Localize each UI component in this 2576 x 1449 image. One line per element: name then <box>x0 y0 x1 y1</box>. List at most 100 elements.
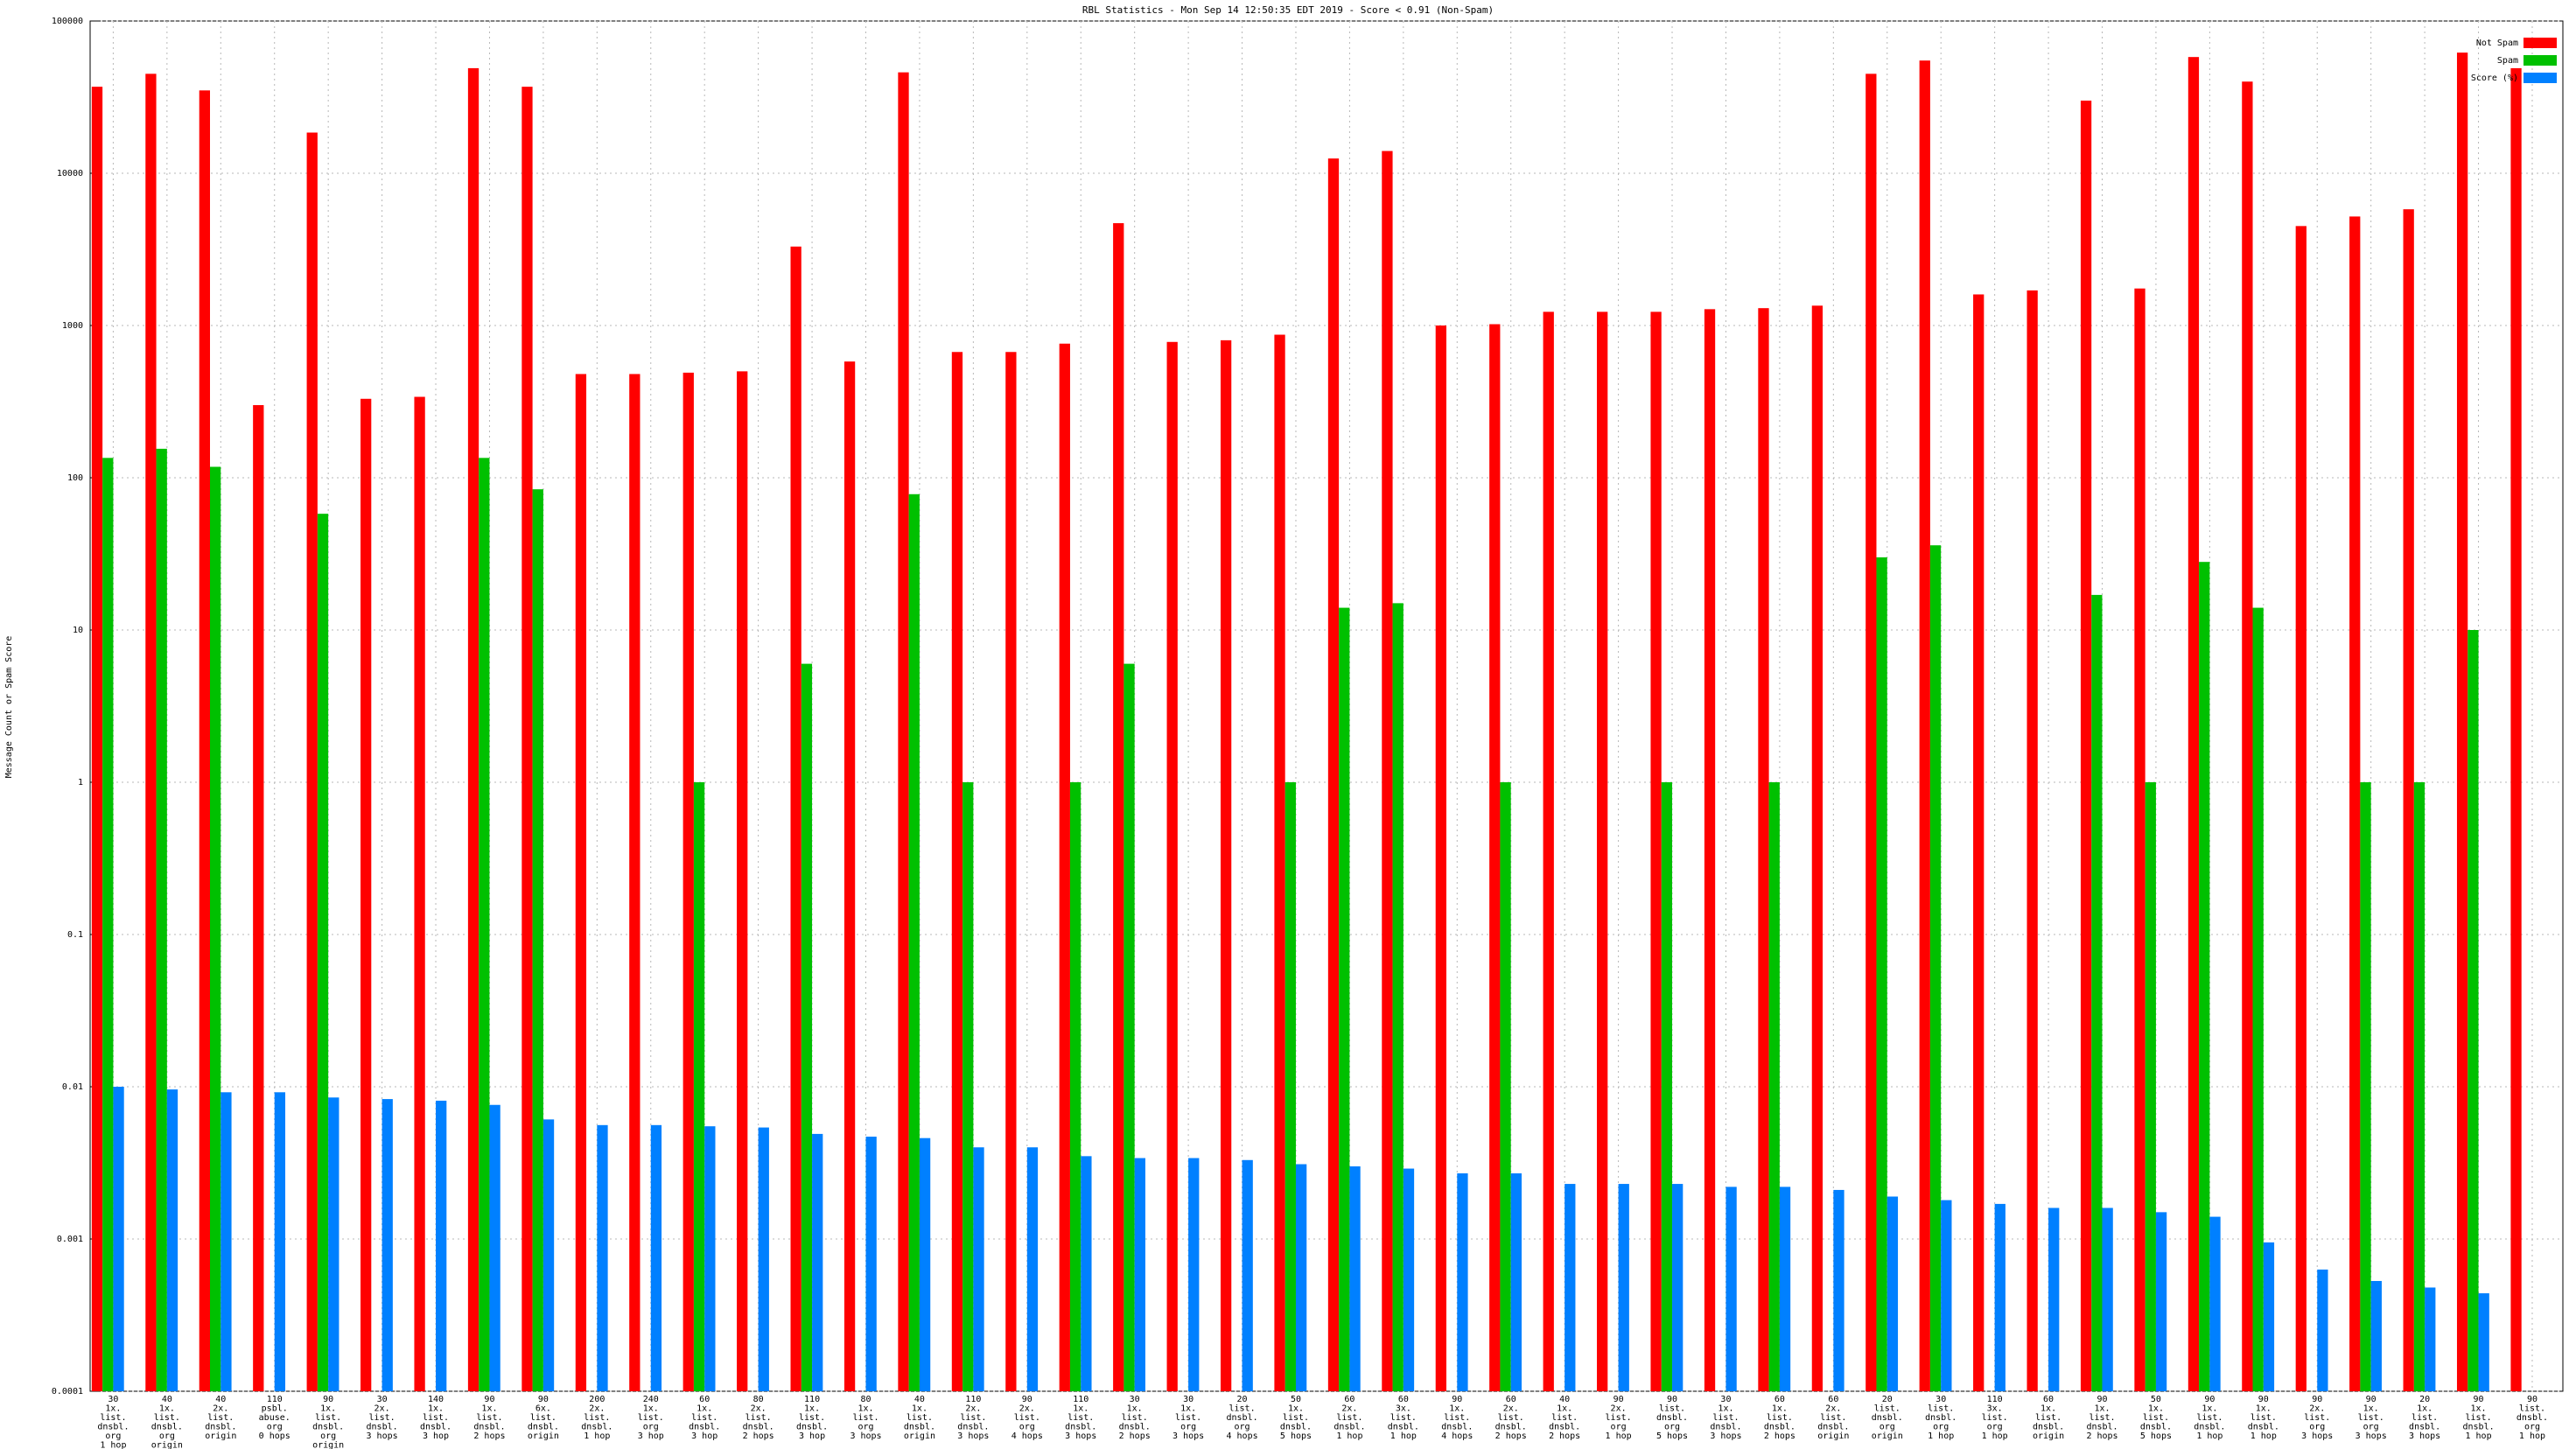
bar <box>1403 1168 1415 1391</box>
x-tick-label-line: 1x. <box>1557 1404 1572 1414</box>
bar <box>737 371 748 1392</box>
bar <box>1220 340 1232 1392</box>
bar <box>597 1124 608 1391</box>
x-tick-label-line: 1 hop <box>2196 1432 2222 1441</box>
bar <box>1134 1158 1145 1391</box>
x-tick-label-line: 60 <box>1774 1395 1785 1404</box>
x-tick-label: 40 1x. list. dnsbl. 2 hops <box>1549 1395 1580 1441</box>
bar <box>2242 81 2253 1391</box>
x-tick-label-line: list. <box>1928 1404 1954 1414</box>
x-tick-label-line: 90 <box>323 1395 333 1404</box>
bar <box>1113 223 1124 1392</box>
bar <box>650 1124 662 1391</box>
x-tick-label-line: dnsbl. <box>2140 1423 2172 1432</box>
x-tick-label-line: 2x. <box>589 1404 605 1414</box>
bar <box>2026 290 2038 1392</box>
bar <box>629 374 640 1392</box>
x-tick-label-line: 90 <box>1452 1395 1462 1404</box>
bar <box>166 1089 178 1391</box>
x-tick-label-line: list. <box>746 1413 772 1423</box>
x-tick-label-line: origin <box>205 1432 236 1441</box>
x-tick-label-line: dnsbl. <box>1119 1423 1151 1432</box>
bar <box>693 782 705 1391</box>
x-tick-label-line: list. <box>1659 1404 1685 1414</box>
x-tick-label-line: 40 <box>914 1395 925 1404</box>
x-tick-label-line: dnsbl. <box>1334 1423 1365 1432</box>
bar <box>414 396 425 1391</box>
x-tick-label: 80 2x. list. dnsbl. 2 hops <box>743 1395 774 1441</box>
x-tick-label: 90 1x. list. dnsbl. 1 hop <box>2194 1395 2225 1441</box>
x-tick-label-line: 110 <box>1073 1395 1088 1404</box>
bar <box>145 74 157 1391</box>
x-tick-label: 50 1x. list. dnsbl. 5 hops <box>1280 1395 1312 1441</box>
bar <box>1876 556 1887 1391</box>
bar <box>1392 603 1404 1391</box>
x-tick-label-line: dnsbl. <box>2248 1423 2279 1432</box>
x-tick-label-line: origin <box>904 1432 935 1441</box>
x-tick-label-line: 1x. <box>320 1404 336 1414</box>
x-tick-label-line: 2x. <box>213 1404 228 1414</box>
x-tick-label-line: 1x. <box>2256 1404 2272 1414</box>
bar <box>1457 1172 1468 1391</box>
x-tick-label-line: 60 <box>1828 1395 1838 1404</box>
x-tick-label: 90 list. dnsbl. org 1 hop <box>2516 1395 2548 1441</box>
bar <box>328 1097 340 1391</box>
x-tick-label-line: list. <box>1390 1413 1417 1423</box>
x-tick-label-line: list. <box>638 1413 664 1423</box>
bar <box>467 67 480 1391</box>
x-tick-label-line: 1x. <box>105 1404 121 1414</box>
x-tick-label: 60 2x. list. dnsbl. 1 hop <box>1334 1395 1365 1441</box>
x-tick-label-line: list. <box>1820 1413 1846 1423</box>
x-tick-label-line: dnsbl. <box>205 1423 236 1432</box>
bar <box>865 1137 877 1391</box>
x-tick-label-line: 1x. <box>1073 1404 1088 1414</box>
x-tick-label-line: 30 <box>1720 1395 1731 1404</box>
x-tick-label-line: 1 hop <box>100 1441 126 1449</box>
x-tick-label-line: 30 <box>377 1395 388 1404</box>
x-tick-label-line: 30 <box>1183 1395 1194 1404</box>
bar <box>682 372 694 1391</box>
bar <box>1284 782 1296 1391</box>
bar <box>1349 1166 1361 1391</box>
x-tick-label: 90 1x. list. dnsbl. 4 hops <box>1441 1395 1473 1441</box>
x-tick-label-line: dnsbl. <box>1817 1423 1849 1432</box>
bar <box>1500 782 1511 1391</box>
bar <box>2413 782 2426 1391</box>
x-tick-label-line: list. <box>906 1413 933 1423</box>
x-tick-label: 30 2x. list. dnsbl. 3 hops <box>367 1395 398 1441</box>
x-tick-label-line: origin <box>2033 1432 2064 1441</box>
x-tick-label-line: org <box>320 1432 336 1441</box>
bar <box>2425 1287 2436 1391</box>
x-tick-label-line: 2x. <box>965 1404 981 1414</box>
bar <box>91 87 103 1391</box>
x-tick-label-line: org <box>1019 1423 1035 1432</box>
x-tick-label-line: dnsbl. <box>1656 1413 1688 1423</box>
x-tick-label-line: 20 <box>2419 1395 2430 1404</box>
bar <box>1242 1159 1253 1391</box>
x-tick-label-line: origin <box>151 1441 183 1449</box>
x-tick-label-line: list. <box>1068 1413 1094 1423</box>
x-tick-label-line: list. <box>1228 1404 1255 1414</box>
x-tick-label-line: 5 hops <box>1656 1432 1688 1441</box>
bar <box>908 494 920 1391</box>
x-tick-label-line: dnsbl. <box>312 1423 344 1432</box>
x-tick-label-line: dnsbl. <box>2086 1423 2118 1432</box>
x-tick-label: 110 psbl. abuse. org 0 hops <box>259 1395 290 1441</box>
bar <box>575 374 587 1392</box>
y-axis-label: Message Count or Spam Score <box>4 636 14 779</box>
bar <box>1069 782 1082 1391</box>
x-tick-label-line: 60 <box>699 1395 710 1404</box>
x-tick-label-line: org <box>2524 1423 2540 1432</box>
x-tick-label: 90 1x. list. dnsbl. 2 hops <box>473 1395 505 1441</box>
x-tick-label-line: 90 <box>2096 1395 2107 1404</box>
x-tick-label-line: 1 hop <box>2250 1432 2277 1441</box>
x-tick-label-line: list. <box>2035 1413 2062 1423</box>
bar <box>1618 1184 1629 1391</box>
bar <box>1124 663 1135 1391</box>
x-tick-label-line: 90 <box>538 1395 549 1404</box>
x-tick-label-line: list. <box>2143 1413 2169 1423</box>
legend-swatch <box>2524 55 2557 66</box>
x-tick-label-line: 90 <box>2474 1395 2484 1404</box>
bar <box>1941 1200 1952 1391</box>
x-tick-label-line: 90 <box>484 1395 494 1404</box>
